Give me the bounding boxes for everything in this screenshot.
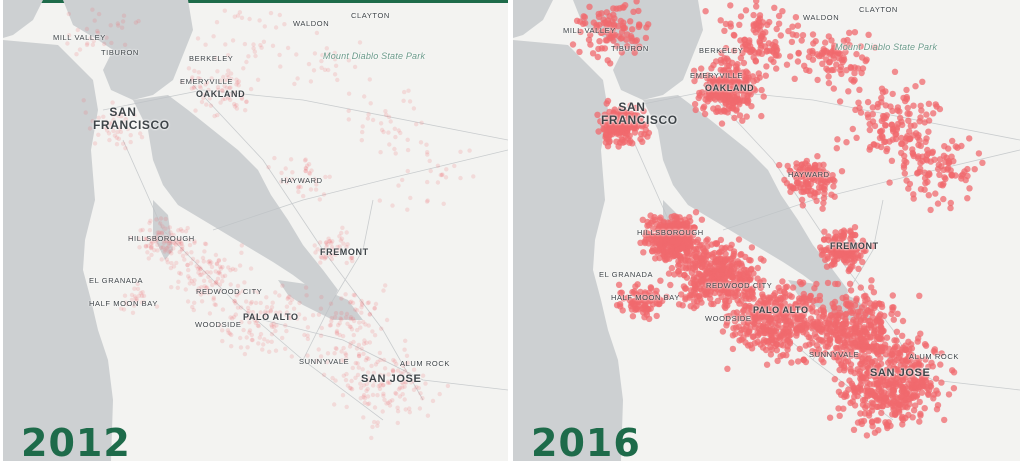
basemap: [513, 0, 1020, 461]
label-sunnyvale: SUNNYVALE: [299, 357, 350, 366]
label-emeryville: EMERYVILLE: [180, 77, 233, 86]
label-palo-alto: PALO ALTO: [243, 312, 299, 322]
label-emeryville: EMERYVILLE: [690, 71, 743, 80]
label-oakland: OAKLAND: [705, 83, 755, 93]
year-label-2012: 2012: [21, 421, 131, 461]
label-woodside: WOODSIDE: [705, 314, 752, 323]
label-redwood-city: REDWOOD CITY: [196, 287, 263, 296]
label-hayward: HAYWARD: [281, 176, 323, 185]
label-mill-valley: MILL VALLEY: [563, 26, 616, 35]
label-mount-diablo-state-park: Mount Diablo State Park: [835, 42, 938, 52]
label-fremont: FREMONT: [830, 241, 879, 251]
label-tiburon: TIBURON: [611, 44, 649, 53]
label-half-moon-bay: HALF MOON BAY: [611, 293, 680, 302]
label-san-francisco: SAN FRANCISCO: [601, 100, 678, 127]
label-mill-valley: MILL VALLEY: [53, 33, 106, 42]
label-alum-rock: ALUM ROCK: [400, 359, 450, 368]
label-redwood-city: REDWOOD CITY: [706, 281, 773, 290]
label-san-francisco: SAN FRANCISCO: [93, 105, 170, 132]
label-el-granada: EL GRANADA: [599, 270, 654, 279]
label-palo-alto: PALO ALTO: [753, 305, 809, 315]
map-panel-2016: MILL VALLEY TIBURON BERKELEY EMERYVILLE …: [513, 0, 1020, 461]
label-half-moon-bay: HALF MOON BAY: [89, 299, 158, 308]
density-layer-2016: [569, 0, 986, 439]
basemap: [3, 0, 508, 461]
label-alum-rock: ALUM ROCK: [909, 352, 959, 361]
label-fremont: FREMONT: [320, 247, 369, 257]
label-tiburon: TIBURON: [101, 48, 139, 57]
label-hillsborough: HILLSBOROUGH: [637, 228, 704, 237]
label-waldon: WALDON: [293, 19, 330, 28]
label-woodside: WOODSIDE: [195, 320, 242, 329]
label-san-jose: SAN JOSE: [361, 373, 422, 385]
label-sunnyvale: SUNNYVALE: [809, 350, 860, 359]
label-berkeley: BERKELEY: [699, 46, 744, 55]
year-label-2016: 2016: [531, 421, 641, 461]
density-layer-2012: [65, 7, 476, 441]
label-oakland: OAKLAND: [196, 89, 246, 99]
label-clayton: CLAYTON: [351, 11, 390, 20]
map-panel-2012: MILL VALLEY TIBURON BERKELEY EMERYVILLE …: [3, 0, 508, 461]
label-clayton: CLAYTON: [859, 5, 898, 14]
label-el-granada: EL GRANADA: [89, 276, 144, 285]
label-mount-diablo-state-park: Mount Diablo State Park: [323, 51, 426, 61]
label-waldon: WALDON: [803, 13, 840, 22]
label-san-jose: SAN JOSE: [870, 367, 931, 379]
label-hayward: HAYWARD: [788, 170, 830, 179]
label-berkeley: BERKELEY: [189, 54, 234, 63]
panel-top-accent-bar: [3, 0, 508, 3]
label-hillsborough: HILLSBOROUGH: [128, 234, 195, 243]
